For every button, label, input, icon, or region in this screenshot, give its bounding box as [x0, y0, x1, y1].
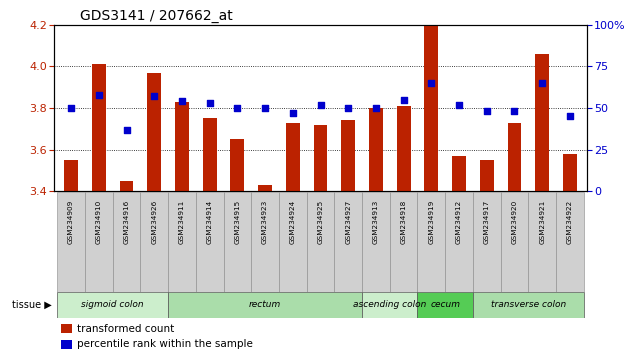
- Point: [66, 105, 76, 111]
- Text: GSM234920: GSM234920: [512, 200, 517, 244]
- Bar: [85, 192, 113, 292]
- Bar: [390, 192, 417, 292]
- Bar: [480, 160, 494, 191]
- Text: cecum: cecum: [430, 300, 460, 309]
- Text: GSM234911: GSM234911: [179, 200, 185, 244]
- Bar: [473, 192, 501, 292]
- Point: [94, 92, 104, 97]
- Bar: [258, 185, 272, 191]
- Point: [565, 113, 575, 119]
- Bar: [203, 118, 217, 191]
- Bar: [369, 108, 383, 191]
- Bar: [57, 292, 168, 318]
- Bar: [424, 25, 438, 191]
- Text: GSM234918: GSM234918: [401, 200, 406, 244]
- Bar: [306, 192, 335, 292]
- Text: GSM234912: GSM234912: [456, 200, 462, 244]
- Bar: [168, 192, 196, 292]
- Point: [315, 102, 326, 108]
- Point: [288, 110, 298, 116]
- Point: [177, 98, 187, 104]
- Point: [454, 102, 464, 108]
- Text: GSM234927: GSM234927: [345, 200, 351, 244]
- Text: GSM234919: GSM234919: [428, 200, 435, 244]
- Text: GSM234915: GSM234915: [235, 200, 240, 244]
- Text: GSM234923: GSM234923: [262, 200, 268, 244]
- Bar: [563, 154, 577, 191]
- Bar: [417, 192, 445, 292]
- Bar: [473, 292, 584, 318]
- Text: ascending colon: ascending colon: [353, 300, 426, 309]
- Bar: [535, 54, 549, 191]
- Point: [260, 105, 271, 111]
- Text: GSM234917: GSM234917: [484, 200, 490, 244]
- Text: transverse colon: transverse colon: [491, 300, 566, 309]
- Bar: [92, 64, 106, 191]
- Text: GDS3141 / 207662_at: GDS3141 / 207662_at: [80, 9, 233, 23]
- Bar: [341, 120, 355, 191]
- Text: sigmoid colon: sigmoid colon: [81, 300, 144, 309]
- Bar: [445, 192, 473, 292]
- Bar: [556, 192, 584, 292]
- Text: GSM234916: GSM234916: [124, 200, 129, 244]
- Bar: [279, 192, 306, 292]
- Point: [370, 105, 381, 111]
- Point: [510, 108, 520, 114]
- Text: tissue ▶: tissue ▶: [12, 300, 51, 310]
- Bar: [452, 156, 466, 191]
- Text: transformed count: transformed count: [77, 324, 174, 333]
- Bar: [224, 192, 251, 292]
- Bar: [508, 122, 521, 191]
- Point: [121, 127, 131, 132]
- Bar: [175, 102, 189, 191]
- Point: [537, 80, 547, 86]
- Bar: [57, 192, 85, 292]
- Bar: [231, 139, 244, 191]
- Text: GSM234910: GSM234910: [96, 200, 102, 244]
- Text: GSM234921: GSM234921: [539, 200, 545, 244]
- Bar: [113, 192, 140, 292]
- Point: [204, 100, 215, 106]
- Text: percentile rank within the sample: percentile rank within the sample: [77, 339, 253, 349]
- Bar: [417, 292, 473, 318]
- Bar: [120, 181, 133, 191]
- Text: rectum: rectum: [249, 300, 281, 309]
- Text: GSM234922: GSM234922: [567, 200, 573, 244]
- Bar: [140, 192, 168, 292]
- Bar: [251, 192, 279, 292]
- Point: [149, 93, 160, 99]
- Bar: [147, 73, 161, 191]
- Bar: [313, 125, 328, 191]
- Text: GSM234924: GSM234924: [290, 200, 296, 244]
- Point: [426, 80, 437, 86]
- Point: [481, 108, 492, 114]
- Bar: [168, 292, 362, 318]
- Bar: [64, 160, 78, 191]
- Bar: [335, 192, 362, 292]
- Text: GSM234913: GSM234913: [373, 200, 379, 244]
- Bar: [362, 292, 417, 318]
- Point: [343, 105, 353, 111]
- Text: GSM234926: GSM234926: [151, 200, 157, 244]
- Bar: [397, 106, 410, 191]
- Bar: [286, 122, 300, 191]
- Bar: [196, 192, 224, 292]
- Text: GSM234925: GSM234925: [317, 200, 324, 244]
- Bar: [362, 192, 390, 292]
- Point: [232, 105, 242, 111]
- Point: [399, 97, 409, 102]
- Bar: [501, 192, 528, 292]
- Bar: [528, 192, 556, 292]
- Text: GSM234909: GSM234909: [68, 200, 74, 244]
- Text: GSM234914: GSM234914: [206, 200, 213, 244]
